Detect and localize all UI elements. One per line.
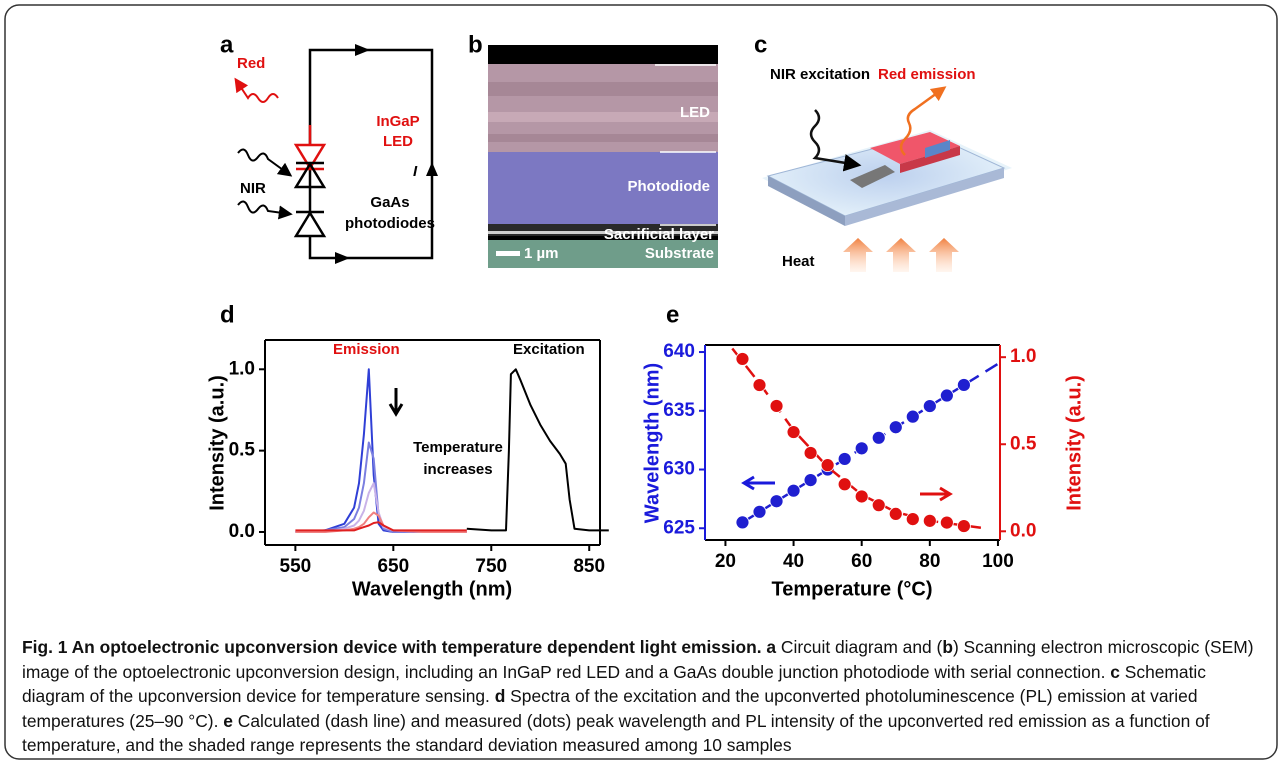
data-point	[923, 514, 936, 527]
x-tick-label: 80	[919, 551, 940, 572]
label: Photodiode	[628, 178, 711, 195]
label: InGaP	[376, 113, 419, 130]
annotation: increases	[423, 461, 492, 478]
page: a b c d e Red InGaP LED I NIR GaAs photo…	[0, 0, 1282, 765]
data-point	[923, 400, 936, 413]
caption: Fig. 1 An optoelectronic upconversion de…	[22, 635, 1264, 758]
data-point	[787, 426, 800, 439]
y-tick-label: 640	[663, 341, 695, 362]
label: Red	[237, 55, 265, 72]
x-tick-label: 850	[573, 556, 605, 577]
y2-axis-title: Intensity (a.u.)	[1063, 375, 1085, 511]
data-point	[804, 446, 817, 459]
label: Heat	[782, 253, 815, 270]
data-point	[889, 421, 902, 434]
x-tick-label: 650	[377, 556, 409, 577]
x-tick-label: 750	[475, 556, 507, 577]
data-point	[872, 431, 885, 444]
data-point	[906, 513, 919, 526]
data-point	[821, 459, 834, 472]
caption-run: Fig. 1 An optoelectronic upconversion de…	[22, 637, 762, 657]
label: photodiodes	[345, 215, 435, 232]
caption-run: c	[1110, 662, 1120, 682]
annotation: Excitation	[513, 341, 585, 358]
label: NIR	[240, 180, 266, 197]
data-point	[838, 452, 851, 465]
panel-label: b	[468, 31, 483, 58]
caption-run: Circuit diagram and (	[776, 637, 942, 657]
data-point	[838, 478, 851, 491]
label: Substrate	[645, 245, 714, 262]
label: GaAs	[370, 194, 409, 211]
panel-label: e	[666, 301, 679, 328]
panel-label: d	[220, 301, 235, 328]
y-tick-label: 625	[663, 517, 695, 538]
y-tick-label: 0.5	[229, 440, 256, 461]
label: LED	[383, 133, 413, 150]
label: Sacrificial layer	[604, 226, 714, 243]
caption-run: d	[495, 686, 506, 706]
data-point	[753, 379, 766, 392]
caption-run: a	[766, 637, 776, 657]
data-line	[295, 513, 466, 533]
data-point	[787, 484, 800, 497]
arrow	[390, 388, 402, 414]
panel-label: c	[754, 31, 767, 58]
arrow	[920, 488, 950, 500]
y2-tick-label: 0.0	[1010, 520, 1036, 541]
y2-tick-label: 0.5	[1010, 433, 1037, 454]
annotation: Temperature	[413, 439, 503, 456]
label: 1 µm	[524, 245, 559, 262]
label: LED	[680, 104, 710, 121]
y-tick-label: 1.0	[229, 358, 255, 379]
label: I	[413, 163, 418, 180]
y-tick-label: 0.0	[229, 521, 255, 542]
x-axis-title: Wavelength (nm)	[352, 578, 512, 600]
x-tick-label: 20	[715, 551, 736, 572]
label: Red emission	[878, 66, 976, 83]
caption-run: b	[942, 637, 953, 657]
y-tick-label: 635	[663, 400, 695, 421]
x-tick-label: 100	[982, 551, 1014, 572]
y2-tick-label: 1.0	[1010, 346, 1036, 367]
data-point	[770, 399, 783, 412]
data-point	[855, 490, 868, 503]
data-point	[940, 389, 953, 402]
data-point	[957, 378, 970, 391]
caption-run: e	[223, 711, 233, 731]
x-tick-label: 40	[783, 551, 804, 572]
device-schematic	[762, 88, 1012, 272]
data-point	[736, 516, 749, 529]
data-point	[906, 410, 919, 423]
data-point	[770, 495, 783, 508]
arrow	[744, 477, 775, 489]
annotation: Emission	[333, 341, 400, 358]
data-point	[872, 499, 885, 512]
y-tick-label: 630	[663, 459, 695, 480]
data-point	[855, 442, 868, 455]
y-axis-title: Intensity (a.u.)	[206, 375, 228, 511]
x-axis-title: Temperature (°C)	[772, 578, 933, 600]
data-point	[889, 507, 902, 520]
panel-label: a	[220, 31, 234, 58]
x-tick-label: 550	[280, 556, 312, 577]
data-point	[804, 474, 817, 487]
y-axis-title: Wavelength (nm)	[641, 363, 663, 523]
x-tick-label: 60	[851, 551, 872, 572]
data-point	[753, 505, 766, 518]
data-point	[736, 352, 749, 365]
data-point	[940, 516, 953, 529]
data-point	[957, 520, 970, 533]
label: NIR excitation	[770, 66, 870, 83]
